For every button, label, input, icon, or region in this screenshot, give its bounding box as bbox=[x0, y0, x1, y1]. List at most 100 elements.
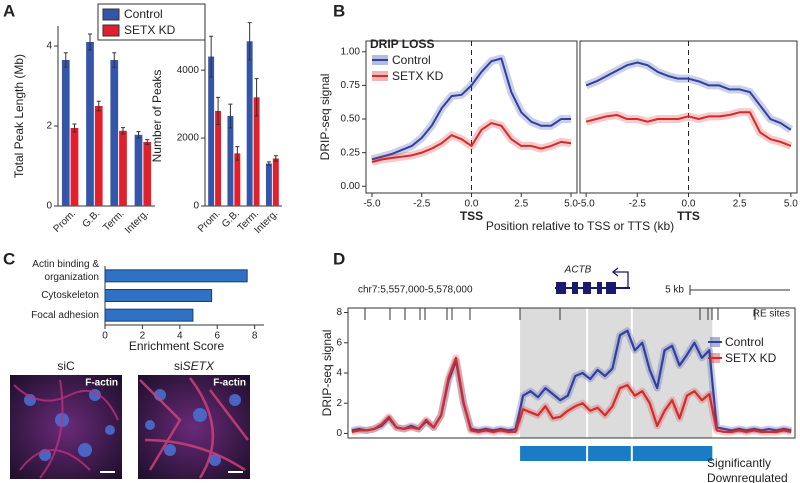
y-tick-label: 4 bbox=[336, 368, 342, 379]
bar bbox=[265, 163, 272, 206]
y-axis-label: DRIP-seq signal bbox=[318, 74, 332, 161]
series-line bbox=[371, 122, 572, 164]
y-tick-label: 0.75 bbox=[341, 80, 361, 91]
bar bbox=[134, 134, 143, 206]
error-bar bbox=[63, 52, 68, 68]
image-label-gene: SETX bbox=[183, 359, 215, 373]
bar bbox=[94, 106, 103, 206]
error-bar bbox=[120, 127, 125, 135]
x-tick-label: Interg. bbox=[123, 208, 151, 236]
x-tick-label: Prom. bbox=[196, 208, 223, 235]
marker-label: TTS bbox=[677, 209, 700, 223]
legend-label: Control bbox=[392, 53, 431, 67]
bar bbox=[272, 158, 279, 206]
x-tick-label: 6 bbox=[214, 331, 220, 342]
significance-bar bbox=[520, 446, 713, 461]
x-tick-label: 4 bbox=[177, 331, 183, 342]
micrograph bbox=[138, 375, 250, 479]
exon bbox=[583, 282, 591, 294]
bar bbox=[104, 269, 248, 283]
x-tick-label: -2.5 bbox=[413, 199, 431, 210]
error-bar bbox=[112, 52, 117, 68]
x-tick-label: 2.5 bbox=[733, 199, 747, 210]
y-tick-label: 0.00 bbox=[341, 181, 361, 192]
x-tick-label: 5.0 bbox=[564, 199, 578, 210]
image-label: siSETX bbox=[174, 359, 215, 373]
y-tick-label: 4 bbox=[46, 41, 52, 52]
x-tick-label: Term. bbox=[101, 208, 126, 233]
tss-arrow bbox=[611, 267, 629, 288]
exon bbox=[556, 282, 566, 294]
error-bar bbox=[266, 161, 271, 166]
bar bbox=[119, 130, 127, 206]
y-tick-label: 0 bbox=[46, 201, 52, 212]
y-tick-label: 0.50 bbox=[341, 114, 361, 125]
gene-label: ACTB bbox=[564, 265, 592, 276]
x-tick-label: 2.5 bbox=[514, 199, 528, 210]
error-bar bbox=[273, 155, 278, 162]
panel-label: B bbox=[333, 1, 345, 20]
panel-label: D bbox=[333, 249, 345, 268]
bar bbox=[110, 60, 119, 206]
bar bbox=[227, 116, 234, 206]
stain-label: F-actin bbox=[213, 378, 246, 389]
exon bbox=[572, 282, 578, 294]
y-tick-label: 0 bbox=[193, 201, 199, 212]
error-bar bbox=[136, 131, 141, 139]
error-bar bbox=[96, 100, 101, 112]
error-bar bbox=[228, 103, 233, 129]
x-tick-label: -5.0 bbox=[363, 199, 381, 210]
legend-label: SETX KD bbox=[392, 69, 444, 83]
x-tick-label: G.B. bbox=[80, 208, 102, 230]
exon bbox=[597, 282, 602, 294]
bar bbox=[246, 41, 253, 206]
y-axis-label: DRIP-seq signal bbox=[320, 330, 334, 417]
stain-label: F-actin bbox=[85, 378, 118, 389]
bar bbox=[104, 308, 194, 322]
micrograph bbox=[10, 375, 122, 479]
error-bar bbox=[72, 123, 77, 133]
legend-label: Control bbox=[725, 335, 764, 349]
sites-label: RE sites bbox=[753, 309, 790, 320]
series-line bbox=[585, 111, 792, 147]
legend-swatch bbox=[102, 8, 120, 21]
y-tick-label: 6 bbox=[336, 337, 342, 348]
y-tick-label: organization bbox=[45, 272, 99, 283]
error-bar bbox=[216, 96, 221, 125]
bar bbox=[215, 110, 222, 206]
y-axis-label: Number of Peaks bbox=[150, 70, 164, 163]
y-tick-label: 0.25 bbox=[341, 147, 361, 158]
bar bbox=[253, 97, 260, 206]
scale-bar bbox=[689, 285, 790, 295]
y-tick-label: 2 bbox=[46, 121, 52, 132]
region-coordinates: chr7:5,557,000-5,578,000 bbox=[358, 285, 473, 296]
error-bar bbox=[88, 33, 93, 51]
panel-label: C bbox=[3, 249, 15, 268]
error-bar bbox=[254, 78, 259, 117]
error-bar bbox=[209, 35, 214, 78]
y-tick-label: 1.00 bbox=[341, 46, 361, 57]
error-bar bbox=[145, 139, 150, 145]
bar bbox=[61, 60, 70, 206]
y-tick-label: Actin binding & bbox=[32, 259, 99, 270]
legend-swatch bbox=[102, 24, 120, 37]
exon bbox=[606, 282, 616, 294]
y-tick-label: Cytoskeleton bbox=[41, 290, 99, 301]
x-tick-label: 2 bbox=[140, 331, 146, 342]
error-bar bbox=[247, 22, 252, 61]
series-line bbox=[351, 356, 792, 434]
x-tick-label: 0.0 bbox=[465, 199, 479, 210]
y-tick-label: 0 bbox=[336, 428, 342, 439]
x-tick-label: 0.0 bbox=[682, 199, 696, 210]
y-axis-label: Total Peak Length (Mb) bbox=[12, 54, 26, 178]
error-bar bbox=[235, 146, 240, 161]
legend-label: SETX KD bbox=[725, 351, 777, 365]
x-tick-label: -2.5 bbox=[629, 199, 647, 210]
region-label: Downregulated bbox=[707, 471, 788, 483]
region-label: Significantly bbox=[707, 456, 771, 470]
x-tick-label: Prom. bbox=[51, 208, 78, 235]
series-line bbox=[585, 61, 792, 131]
x-tick-label: 5.0 bbox=[784, 199, 798, 210]
y-tick-label: Focal adhesion bbox=[31, 310, 99, 321]
